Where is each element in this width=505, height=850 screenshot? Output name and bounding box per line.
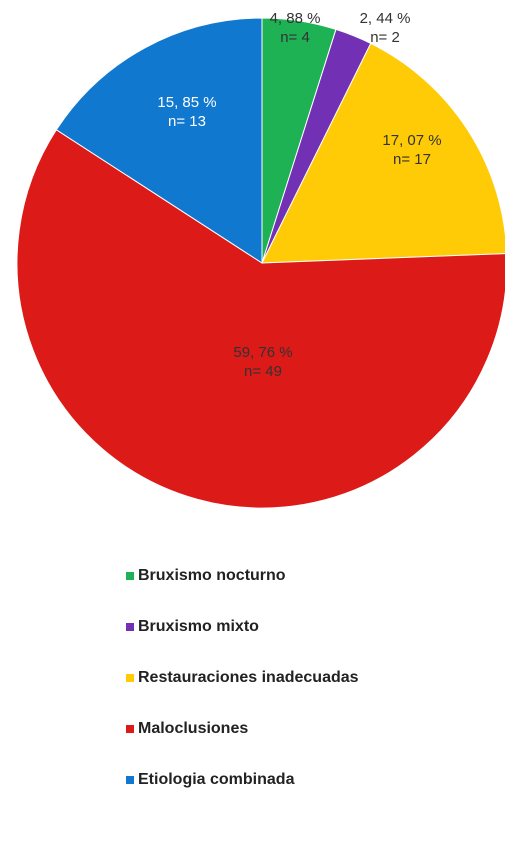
slice-label: 2, 44 % n= 2 <box>360 10 411 46</box>
legend-swatch <box>126 776 134 784</box>
legend-label: Bruxismo nocturno <box>138 567 286 585</box>
legend-label: Maloclusiones <box>138 720 248 738</box>
pie-slices <box>17 18 505 508</box>
legend-label: Etiologia combinada <box>138 771 294 789</box>
legend-label: Bruxismo mixto <box>138 618 259 636</box>
legend: Bruxismo nocturno Bruxismo mixto Restaur… <box>126 566 359 821</box>
legend-swatch <box>126 623 134 631</box>
legend-item: Maloclusiones <box>126 719 359 739</box>
legend-swatch <box>126 725 134 733</box>
legend-item: Bruxismo nocturno <box>126 566 359 586</box>
legend-item: Bruxismo mixto <box>126 617 359 637</box>
legend-label: Restauraciones inadecuadas <box>138 669 359 687</box>
legend-swatch <box>126 572 134 580</box>
legend-swatch <box>126 674 134 682</box>
legend-item: Restauraciones inadecuadas <box>126 668 359 688</box>
legend-item: Etiologia combinada <box>126 770 359 790</box>
